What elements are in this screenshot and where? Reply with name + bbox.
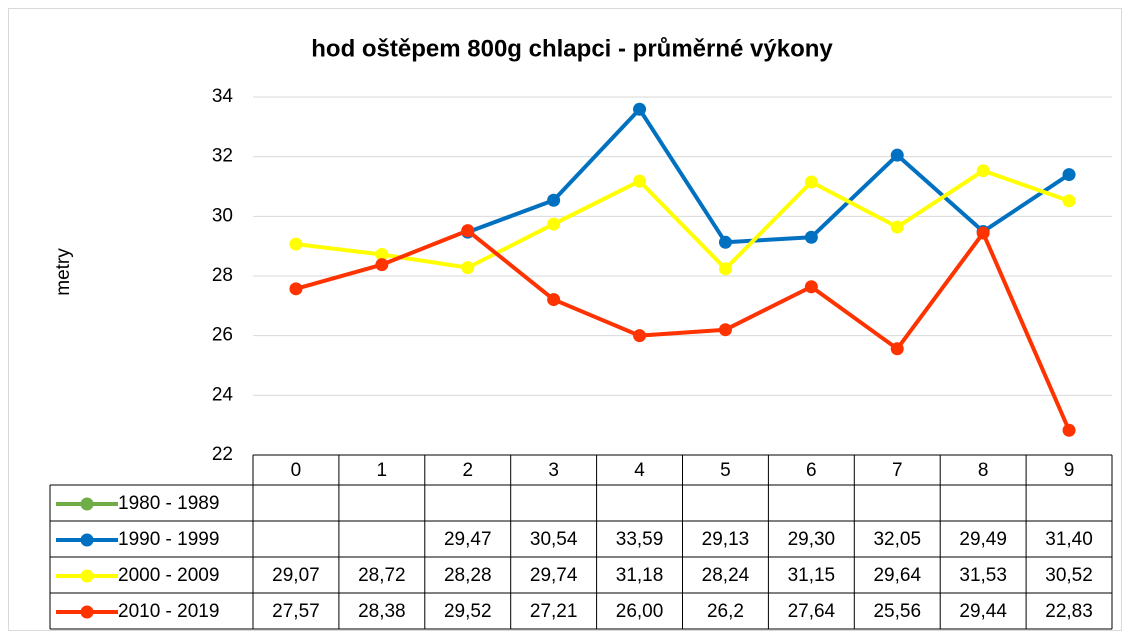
y-tick-label: 22: [212, 444, 233, 465]
y-tick-label: 28: [212, 265, 233, 286]
data-label: 30,52: [1045, 565, 1093, 586]
data-label: 31,15: [788, 565, 836, 586]
point: [890, 148, 904, 162]
point: [461, 224, 475, 238]
point: [1062, 168, 1076, 182]
point: [375, 248, 389, 262]
y-tick-label: 24: [212, 384, 234, 405]
data-label: 30,54: [530, 529, 578, 550]
y-tick-label: 30: [212, 205, 233, 226]
data-label: 33,59: [616, 529, 664, 550]
y-axis-label: metry: [53, 248, 74, 296]
data-label: 29,47: [444, 529, 492, 550]
x-tick-label: 6: [806, 460, 817, 481]
data-label: 27,21: [530, 601, 578, 622]
legend-marker: [80, 605, 94, 619]
point: [890, 342, 904, 356]
x-tick-label: 0: [291, 460, 302, 481]
point: [633, 174, 647, 188]
data-label: 32,05: [873, 529, 921, 550]
point: [976, 226, 990, 240]
legend-marker: [80, 569, 94, 583]
y-tick-label: 26: [212, 325, 233, 346]
data-label: 27,57: [272, 601, 320, 622]
series-line: [295, 228, 1071, 432]
x-tick-label: 9: [1064, 460, 1075, 481]
point: [890, 220, 904, 234]
series-line: [467, 107, 1071, 245]
point: [804, 230, 818, 244]
data-label: 29,64: [873, 565, 921, 586]
data-label: 29,30: [788, 529, 836, 550]
chart-title: hod oštěpem 800g chlapci - průměrné výko…: [311, 35, 833, 62]
data-label: 25,56: [873, 601, 921, 622]
data-label: 26,2: [707, 601, 744, 622]
legend-marker: [80, 533, 94, 547]
point: [633, 102, 647, 116]
data-label: 29,74: [530, 565, 578, 586]
legend-label: 2000 - 2009: [118, 565, 219, 586]
point: [1062, 423, 1076, 437]
point: [804, 175, 818, 189]
legend-label: 1980 - 1989: [118, 493, 219, 514]
x-tick-label: 7: [892, 460, 903, 481]
x-tick-label: 4: [634, 460, 645, 481]
data-label: 29,49: [959, 529, 1007, 550]
data-label: 26,00: [616, 601, 664, 622]
data-label: 28,24: [702, 565, 750, 586]
y-tick-label: 32: [212, 146, 233, 167]
point: [976, 164, 990, 178]
point: [718, 262, 732, 276]
point: [547, 193, 561, 207]
data-label: 28,38: [358, 601, 406, 622]
data-label: 28,72: [358, 565, 406, 586]
series-line: [295, 168, 1070, 271]
legend-label: 2010 - 2019: [118, 601, 219, 622]
x-tick-label: 1: [377, 460, 388, 481]
point: [1062, 194, 1076, 208]
legend-marker: [80, 497, 94, 511]
data-label: 29,07: [272, 565, 320, 586]
point: [547, 217, 561, 231]
point: [461, 261, 475, 275]
data-label: 28,28: [444, 565, 492, 586]
point: [718, 235, 732, 249]
x-tick-label: 8: [978, 460, 989, 481]
y-tick-label: 34: [212, 86, 234, 107]
point: [804, 280, 818, 294]
point: [375, 258, 389, 272]
data-label: 31,40: [1045, 529, 1093, 550]
point: [289, 282, 303, 296]
data-label: 27,64: [788, 601, 836, 622]
point: [289, 237, 303, 251]
legend-label: 1990 - 1999: [118, 529, 219, 550]
data-label: 31,18: [616, 565, 664, 586]
x-tick-label: 2: [462, 460, 473, 481]
point: [633, 329, 647, 343]
x-tick-label: 5: [720, 460, 731, 481]
data-label: 29,13: [702, 529, 750, 550]
point: [718, 323, 732, 337]
data-label: 29,44: [959, 601, 1007, 622]
chart-frame: [8, 8, 1122, 631]
data-label: 22,83: [1045, 601, 1093, 622]
point: [547, 293, 561, 307]
data-label: 31,53: [959, 565, 1007, 586]
x-tick-label: 3: [548, 460, 559, 481]
data-label: 29,52: [444, 601, 492, 622]
